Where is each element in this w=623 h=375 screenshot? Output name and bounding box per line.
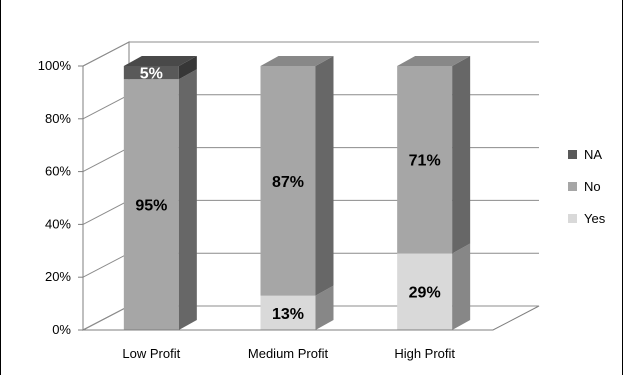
bar-segment-yes [397,243,471,330]
y-tick-label: 20% [45,269,71,284]
x-axis: Low Profit Medium Profit High Profit [83,329,493,361]
data-label: 87% [272,174,304,191]
y-tick-label: 100% [38,58,72,73]
bar-side [315,56,334,296]
bar-segment-na [123,56,197,80]
y-tick-label: 80% [45,111,71,126]
x-category-label: High Profit [394,346,455,361]
bar-side [178,56,197,80]
data-label: 95% [135,198,167,215]
legend: NA No Yes [568,147,606,226]
bar-side [315,285,334,330]
gridline [82,41,539,67]
side-wall [82,41,130,331]
legend-item-na: NA [568,147,602,162]
legend-item-yes: Yes [568,211,606,226]
legend-label: NA [584,147,602,162]
legend-swatch [568,182,577,191]
y-tick-label: 0% [52,322,71,337]
bar-front [260,66,316,296]
bar-segment-no [397,56,471,254]
data-label: 29% [409,285,441,302]
bar-front [397,253,453,330]
legend-label: Yes [584,211,606,226]
bar-segment-no [123,69,197,330]
bar-front [260,295,316,330]
data-label: 5% [140,66,163,83]
bar-side [452,56,471,254]
bars [123,56,471,330]
y-axis: 0% 20% 40% 60% 80% 100% [38,58,84,337]
y-tick-label: 40% [45,216,71,231]
data-label: 13% [272,306,304,323]
data-labels: 95% 5% 13% 87% 29% 71% [135,66,440,323]
y-tick-label: 60% [45,164,71,179]
legend-swatch [568,150,577,159]
bar-segment-yes [260,285,334,330]
x-category-label: Medium Profit [248,346,329,361]
bar-side [452,243,471,330]
legend-item-no: No [568,179,601,194]
bar-top [123,56,197,66]
bar-side [178,69,197,330]
bar-front [123,79,179,330]
legend-swatch [568,214,577,223]
bar-top [397,56,471,66]
data-label: 71% [409,153,441,170]
bar-segment-no [260,56,334,296]
bar-front [123,66,179,80]
legend-label: No [584,179,601,194]
x-category-label: Low Profit [122,346,180,361]
bar-front [397,66,453,254]
bar-top [260,56,334,66]
